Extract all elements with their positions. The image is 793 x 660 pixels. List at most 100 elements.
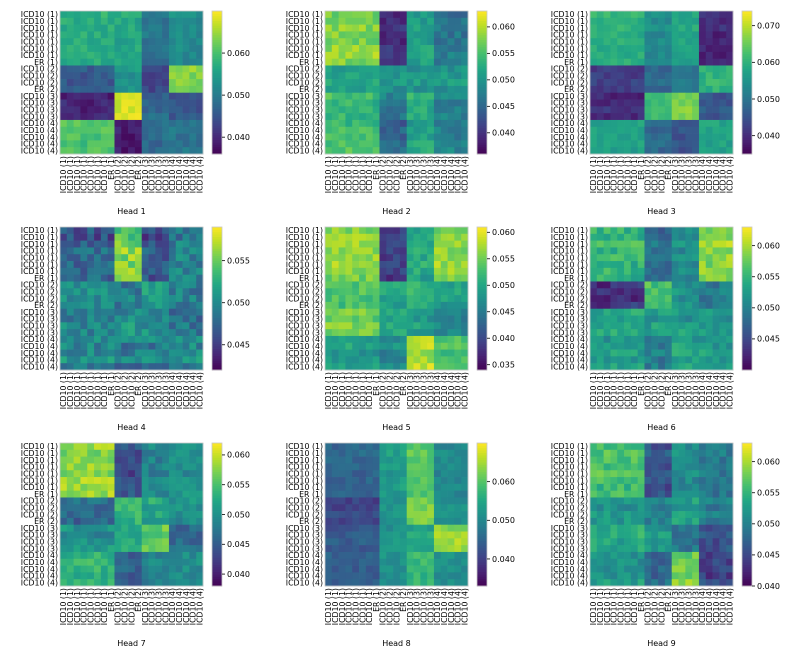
heatmap-cell xyxy=(651,119,659,128)
heatmap-cell xyxy=(610,572,618,580)
heatmap-cell xyxy=(393,133,401,141)
heatmap-cell xyxy=(168,322,177,330)
colorbar-segment xyxy=(742,550,752,554)
heatmap-cell xyxy=(658,565,666,573)
heatmap-cell xyxy=(726,261,734,269)
heatmap-cell xyxy=(182,58,190,66)
heatmap-cell xyxy=(596,295,604,303)
heatmap-cell xyxy=(114,449,122,457)
heatmap-cell xyxy=(60,463,68,471)
heatmap-cell xyxy=(433,517,442,526)
colorbar-segment xyxy=(477,469,487,472)
heatmap-cell xyxy=(603,538,611,546)
heatmap-cell xyxy=(664,579,673,587)
heatmap-cell xyxy=(148,579,156,587)
heatmap-cell xyxy=(175,11,183,19)
heatmap-cell xyxy=(148,72,156,80)
heatmap-cell xyxy=(128,322,136,330)
heatmap-cell xyxy=(372,227,380,235)
heatmap-cell xyxy=(352,322,360,330)
row-tick-label: ER (1) xyxy=(34,58,58,67)
heatmap-cell xyxy=(372,456,380,464)
colorbar-segment xyxy=(742,139,752,143)
heatmap-cell xyxy=(141,24,149,32)
heatmap-cell xyxy=(698,483,707,492)
heatmap-cell xyxy=(603,45,611,53)
heatmap-cell xyxy=(365,51,374,60)
heatmap-cell xyxy=(399,85,408,94)
colorbar-segment xyxy=(477,267,487,271)
heatmap-cell xyxy=(94,565,102,573)
heatmap-cell xyxy=(94,538,102,546)
heatmap-cell xyxy=(461,322,469,330)
heatmap-cell xyxy=(420,545,428,553)
row-tick-label: ICD10 (2) xyxy=(551,65,588,74)
heatmap-cell xyxy=(454,531,462,539)
heatmap-cell xyxy=(141,126,149,134)
col-tick-label: ICD10 (4) xyxy=(705,588,714,625)
row-tick-label: ICD10 (2) xyxy=(551,294,588,303)
col-tick-label: ICD10 (1) xyxy=(610,156,619,193)
heatmap-cell xyxy=(121,524,129,532)
heatmap-cell xyxy=(624,531,632,539)
heatmap-cell xyxy=(182,274,190,282)
colorbar-segment xyxy=(742,543,752,546)
heatmap-cell xyxy=(651,558,659,566)
heatmap-cell xyxy=(440,315,448,323)
colorbar-segment xyxy=(212,502,222,506)
heatmap-cell xyxy=(617,261,625,269)
heatmap-cell xyxy=(454,315,462,323)
heatmap-cell xyxy=(719,58,727,66)
heatmap-cell xyxy=(386,17,394,25)
heatmap-cell xyxy=(692,356,700,364)
heatmap-cell xyxy=(454,295,462,303)
heatmap-cell xyxy=(372,261,380,269)
heatmap-cell xyxy=(393,261,401,269)
colorbar-segment xyxy=(212,576,222,580)
heatmap-cell xyxy=(719,295,727,303)
heatmap-cell xyxy=(664,349,673,357)
heatmap-cell xyxy=(399,227,408,235)
heatmap-cell xyxy=(664,558,673,566)
heatmap-cell xyxy=(365,449,374,457)
heatmap-cell xyxy=(712,113,720,121)
heatmap-cell xyxy=(141,267,149,276)
heatmap-cell xyxy=(671,470,679,478)
heatmap-cell xyxy=(73,308,81,316)
heatmap-cell xyxy=(413,538,421,546)
row-tick-label: ICD10 (4) xyxy=(551,349,588,358)
heatmap-cell xyxy=(420,551,428,560)
heatmap-cell xyxy=(644,558,652,566)
heatmap-cell xyxy=(726,517,734,526)
heatmap-cell xyxy=(664,477,673,485)
colorbar-segment xyxy=(212,445,222,449)
colorbar-segment xyxy=(742,262,752,266)
heatmap-cell xyxy=(447,463,455,471)
heatmap-cell xyxy=(413,17,421,25)
col-tick-label: ICD10 (1) xyxy=(351,372,360,409)
heatmap-cell xyxy=(413,363,421,371)
heatmap-cell xyxy=(141,247,149,255)
col-tick-label: ICD10 (2) xyxy=(392,588,401,625)
colorbar-segment xyxy=(742,557,752,561)
heatmap-cell xyxy=(685,267,693,276)
heatmap-cell xyxy=(651,449,659,457)
heatmap-cell xyxy=(134,240,143,248)
colorbar-segment xyxy=(212,300,222,304)
heatmap-cell xyxy=(182,45,190,53)
row-tick-label: ICD10 (2) xyxy=(551,78,588,87)
heatmap-cell xyxy=(590,531,598,539)
heatmap-cell xyxy=(168,558,177,566)
heatmap-cell xyxy=(134,227,143,235)
heatmap-cell xyxy=(168,308,177,316)
row-tick-label: ICD10 (4) xyxy=(21,126,58,135)
heatmap-cell xyxy=(372,470,380,478)
heatmap-cell xyxy=(107,65,115,73)
heatmap-cell xyxy=(338,227,346,235)
heatmap-cell xyxy=(617,58,625,66)
heatmap-cell xyxy=(365,261,374,269)
heatmap-cell xyxy=(352,483,360,492)
heatmap-cell xyxy=(630,551,639,560)
heatmap-cell xyxy=(182,72,190,80)
heatmap-cell xyxy=(644,449,652,457)
